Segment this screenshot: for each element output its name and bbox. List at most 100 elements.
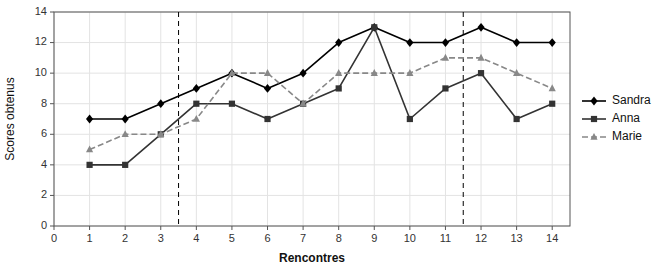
grid-line-y [54,73,570,74]
point [157,130,164,137]
point [264,116,270,122]
grid-line-x [374,12,375,226]
point [193,84,200,93]
chart-container: 0246810121401234567891011121314Rencontre… [0,0,662,268]
grid-line-x [303,12,304,226]
point [229,101,235,107]
grid-line-y [54,103,570,104]
tick-x [481,226,482,230]
point [300,69,307,78]
series [86,54,556,153]
tick-x [338,226,339,230]
grid-line-y [54,134,570,135]
tick-y [50,103,54,104]
point [477,54,484,61]
series [86,24,555,168]
series [86,23,556,124]
point [513,38,520,47]
tick-x [125,226,126,230]
point [406,69,413,76]
point [442,38,449,47]
x-axis-title: Rencontres [279,251,345,265]
tick-label-x: 7 [300,232,306,244]
point [264,84,271,93]
tick-label-x: 9 [371,232,377,244]
point [122,130,129,137]
point [549,84,556,91]
tick-label-y: 4 [41,158,47,170]
tick-y [50,164,54,165]
plot-area [86,12,556,226]
tick-x [374,226,375,230]
legend-label: Marie [612,129,642,143]
tick-label-x: 0 [51,232,57,244]
point [406,38,413,47]
grid [54,12,570,226]
point [193,115,200,122]
grid-line-y [54,42,570,43]
plot-frame [54,12,570,226]
tick-x [267,226,268,230]
tick-label-x: 12 [475,232,487,244]
tick-label-x: 10 [404,232,416,244]
tick-label-x: 5 [229,232,235,244]
legend-marker [590,133,597,140]
tick-label-x: 3 [158,232,164,244]
partition-line [463,12,464,226]
point [549,101,555,107]
grid-line-y [54,195,570,196]
point [157,99,164,108]
point [122,162,128,168]
point [86,145,93,152]
point [442,85,448,91]
tick-label-x: 11 [440,232,451,244]
point [513,69,520,76]
tick-label-x: 2 [122,232,128,244]
point [86,162,92,168]
tick-x [231,226,232,230]
legend: SandraAnnaMarie [582,93,651,143]
point [514,116,520,122]
tick-label-y: 6 [41,127,47,139]
series-line [90,27,553,119]
tick-x [54,226,55,230]
point [228,69,235,76]
series-line [90,58,553,150]
point [335,69,342,76]
point [335,38,342,47]
tick-label-x: 4 [193,232,199,244]
tick-y [50,73,54,74]
tick-x [160,226,161,230]
point [407,116,413,122]
tick-y [50,42,54,43]
tick-x [516,226,517,230]
tick-label-x: 8 [336,232,342,244]
tick-label-y: 12 [35,35,47,47]
tick-label-x: 1 [87,232,93,244]
y-axis-title: Scores obtenus [3,77,17,160]
point [478,70,484,76]
point [300,100,307,107]
axes: 0246810121401234567891011121314 [35,5,559,244]
tick-y [50,195,54,196]
tick-y [50,226,54,227]
legend-marker [590,97,597,106]
tick-x [445,226,446,230]
tick-y [50,12,54,13]
tick-x [89,226,90,230]
tick-x [409,226,410,230]
legend-marker [591,116,597,122]
tick-label-x: 13 [510,232,522,244]
chart-svg: 0246810121401234567891011121314Rencontre… [0,0,662,268]
tick-label-y: 10 [35,66,47,78]
point [371,24,377,30]
grid-line-x [160,12,161,226]
tick-label-x: 6 [264,232,270,244]
tick-x [196,226,197,230]
point [86,115,93,124]
legend-label: Anna [612,111,640,125]
grid-line-y [54,164,570,165]
tick-x [303,226,304,230]
point [371,69,378,76]
point [122,115,129,124]
